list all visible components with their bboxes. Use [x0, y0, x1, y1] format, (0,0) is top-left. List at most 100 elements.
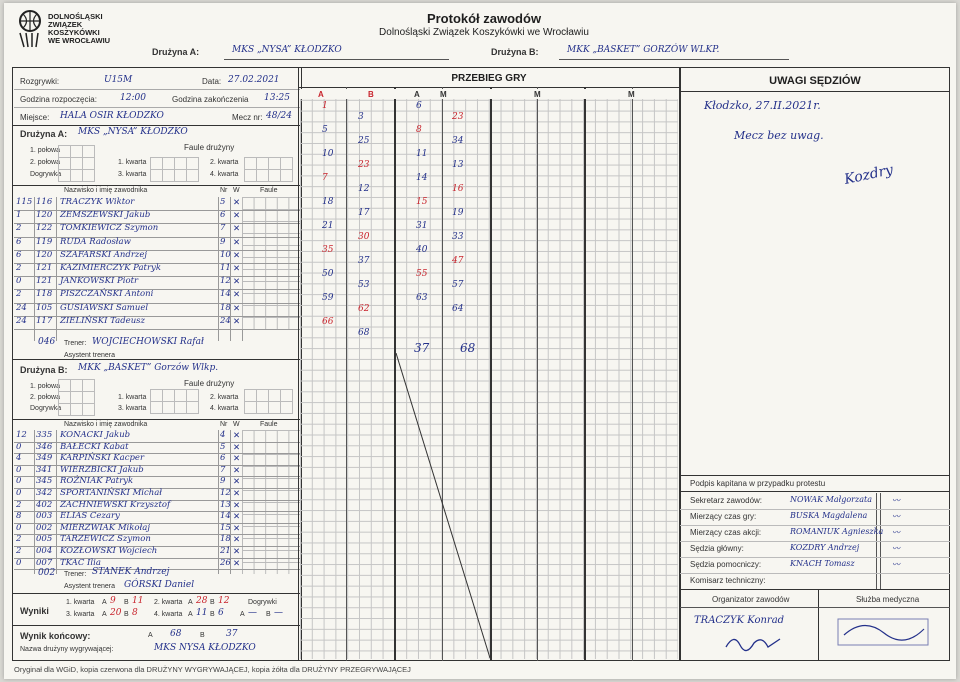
running-score-entry: 16: [452, 184, 464, 194]
player-shirt-number: 5: [220, 441, 226, 452]
results-q1-a-letter: A: [102, 599, 107, 606]
team-b-p1: 1. połowa: [30, 383, 60, 390]
official-name: KNACH Tomasz: [790, 559, 855, 568]
team-a-q3: 3. kwarta: [118, 171, 147, 178]
player-shirt-number: 6: [220, 453, 226, 464]
player-number: 349: [36, 453, 53, 464]
player-number: 004: [36, 546, 53, 556]
player-number: 007: [36, 557, 53, 568]
player-shirt-number: 18: [220, 534, 231, 545]
team-a-col-faule: Faule: [260, 187, 278, 194]
starter-mark-icon: ✕: [233, 315, 241, 326]
team-a-col-nazwisko: Nazwisko i imię zawodnika: [64, 187, 148, 194]
logo-text-3: KOSZYKÓWKI: [48, 28, 100, 37]
running-col-a-2: A: [414, 90, 420, 99]
final-label: Wynik końcowy:: [20, 631, 91, 641]
player-name: KAZIMIERCZYK Patryk: [60, 263, 161, 273]
team-b-col-nazwisko: Nazwisko i imię zawodnika: [64, 421, 148, 428]
player-row: 2 004 KOZŁOWSKI Wojciech 21 ✕: [14, 546, 300, 559]
team-a-fauls-grid-1: [150, 157, 199, 182]
running-score-entry: 3: [358, 112, 364, 122]
player-row: 6 120 SZAFARSKI Andrzej 10 ✕: [14, 250, 300, 264]
running-final-a: 68: [460, 341, 476, 355]
player-name: MIERZWIAK Mikołaj: [60, 522, 151, 533]
running-score-entry: 15: [416, 197, 428, 207]
protest-label: Podpis kapitana w przypadku protestu: [690, 479, 826, 488]
official-row: Mierzący czas gry: BUSKA Magdalena 〰: [680, 509, 950, 526]
starter-mark-icon: ✕: [233, 476, 241, 487]
player-number: 119: [36, 236, 53, 247]
official-name: ROMANIUK Agnieszka: [790, 527, 884, 536]
results-ot-b-letter: B: [266, 611, 271, 618]
team-b-p2: 2. połowa: [30, 394, 60, 401]
official-signature-icon: 〰: [892, 544, 900, 553]
results-ot-a: —: [248, 608, 257, 618]
player-row: 8 003 ELIAS Cezary 14 ✕: [14, 511, 300, 524]
player-row: 24 117 ZIELIŃSKI Tadeusz 24 ✕: [14, 316, 300, 330]
running-score-entry: 31: [416, 221, 428, 231]
starter-mark-icon: ✕: [233, 430, 241, 440]
logo-text-1: DOLNOŚLĄSKI: [48, 12, 103, 21]
team-a-fauls-label: Faule drużyny: [184, 143, 235, 152]
official-signature-icon: 〰: [892, 528, 900, 537]
team-a-q4: 4. kwarta: [210, 171, 239, 178]
player-license: 1: [16, 210, 22, 221]
player-number: 402: [36, 499, 53, 510]
player-number: 118: [36, 289, 53, 300]
running-score-entry: 34: [452, 136, 464, 146]
player-shirt-number: 7: [220, 223, 226, 234]
team-a-header-value: MKS „NYSA” KŁODZKO: [232, 45, 342, 55]
player-shirt-number: 14: [220, 511, 231, 522]
results-q3-a: 20: [110, 608, 122, 618]
player-license: 0: [16, 522, 22, 533]
player-name: ZIELIŃSKI Tadeusz: [60, 315, 146, 326]
starter-mark-icon: ✕: [233, 263, 241, 273]
running-score-entry: 7: [322, 173, 328, 183]
player-name: ZACHNIEWSKI Krzysztof: [60, 499, 171, 510]
team-b-col-nr: Nr: [220, 421, 228, 428]
running-score-entry: 14: [416, 173, 428, 183]
player-number: 335: [36, 430, 53, 440]
player-name: GUSIAWSKI Samuel: [60, 302, 149, 313]
player-license: 0: [16, 488, 22, 498]
results-q2-a: 28: [196, 596, 208, 606]
results-q2-b-letter: B: [210, 599, 215, 606]
results-ot-a-letter: A: [240, 611, 245, 618]
player-license: 8: [16, 511, 22, 522]
player-shirt-number: 21: [220, 546, 231, 556]
team-b-ot: Dogrywka: [30, 405, 62, 412]
player-license: 115: [16, 197, 33, 207]
running-score-entry: 5: [322, 125, 328, 135]
running-score-panel: [298, 67, 680, 661]
team-b-fauls-label: Faule drużyny: [184, 379, 235, 388]
starter-mark-icon: ✕: [233, 453, 241, 464]
player-name: JANKOWSKI Piotr: [60, 276, 139, 287]
player-shirt-number: 11: [220, 263, 231, 273]
team-b-q4: 4. kwarta: [210, 405, 239, 412]
team-b-header-value: MKK „BASKET” GORZÓW WLKP.: [567, 45, 720, 55]
player-row: 2 005 TARZEWICZ Szymon 18 ✕: [14, 534, 300, 547]
official-signature-icon: 〰: [892, 560, 900, 569]
player-shirt-number: 26: [220, 557, 231, 568]
referees-title: UWAGI SĘDZIÓW: [769, 75, 861, 87]
running-final-b: 37: [414, 341, 430, 355]
official-role: Sędzia główny:: [690, 544, 744, 553]
player-name: KARPIŃSKI Kacper: [60, 453, 145, 464]
player-number: 105: [36, 302, 53, 313]
team-a-header-label: Drużyna A:: [152, 47, 200, 57]
player-license: 2: [16, 223, 22, 234]
player-number: 345: [36, 476, 53, 487]
player-name: WIERZBICKI Jakub: [60, 464, 144, 475]
player-number: 002: [36, 522, 53, 533]
mecz-label: Mecz nr:: [232, 113, 263, 122]
player-license: 2: [16, 289, 22, 300]
starter-mark-icon: ✕: [233, 499, 241, 510]
official-role: Sędzia pomocniczy:: [690, 560, 762, 569]
player-shirt-number: 15: [220, 522, 231, 533]
results-q2-a-letter: A: [188, 599, 193, 606]
player-license: 2: [16, 263, 22, 273]
running-col-m-4: M: [628, 90, 635, 99]
player-license: 0: [16, 276, 22, 287]
team-b-coach-name: STANEK Andrzej: [92, 567, 170, 577]
player-row: 24 105 GUSIAWSKI Samuel 18 ✕: [14, 303, 300, 317]
